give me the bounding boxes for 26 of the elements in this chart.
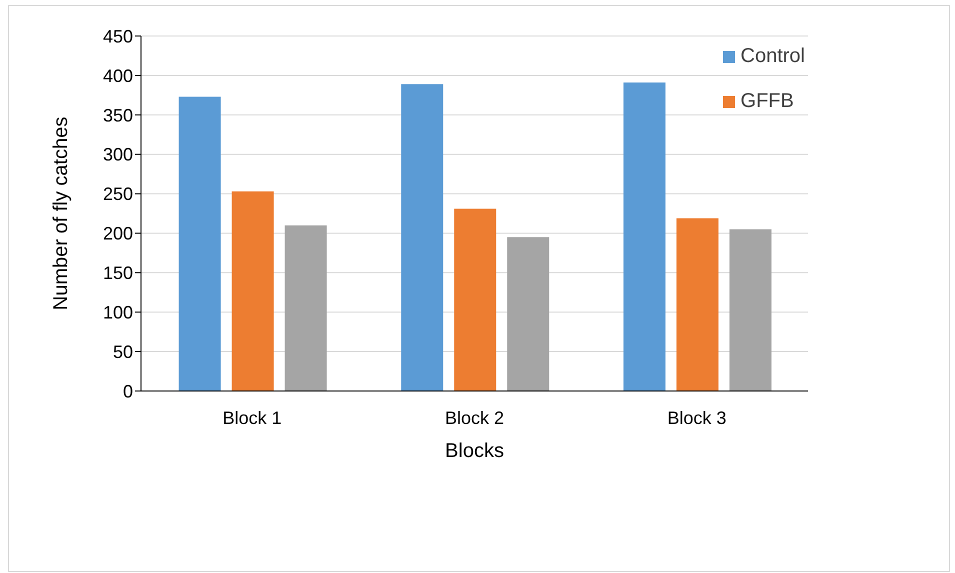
bar bbox=[507, 237, 550, 391]
y-tick-label: 400 bbox=[102, 66, 133, 86]
x-axis-title: Blocks bbox=[445, 440, 504, 462]
y-axis-title: Number of fly catches bbox=[50, 116, 72, 310]
legend-label: Control bbox=[740, 45, 805, 68]
y-tick-label: 350 bbox=[102, 105, 133, 126]
y-tick-label: 300 bbox=[102, 144, 133, 165]
x-tick-label: Block 1 bbox=[222, 408, 282, 428]
y-tick-label: 250 bbox=[102, 184, 133, 204]
y-tick-label: 200 bbox=[102, 224, 133, 244]
bar bbox=[623, 82, 666, 391]
bar bbox=[232, 191, 274, 391]
bar bbox=[729, 229, 772, 391]
bar bbox=[284, 225, 327, 391]
legend-label: GFFB bbox=[740, 90, 794, 113]
y-tick-label: 150 bbox=[102, 263, 133, 284]
x-tick-label: Block 2 bbox=[444, 408, 504, 428]
y-tick-label: 0 bbox=[122, 381, 133, 402]
y-tick-label: 450 bbox=[102, 26, 133, 46]
bar bbox=[401, 84, 444, 391]
y-tick-label: 50 bbox=[112, 342, 133, 362]
bar bbox=[454, 208, 496, 391]
x-tick-label: Block 3 bbox=[667, 408, 726, 428]
bar bbox=[676, 218, 718, 391]
y-tick-label: 100 bbox=[102, 302, 133, 322]
bar bbox=[178, 96, 221, 391]
